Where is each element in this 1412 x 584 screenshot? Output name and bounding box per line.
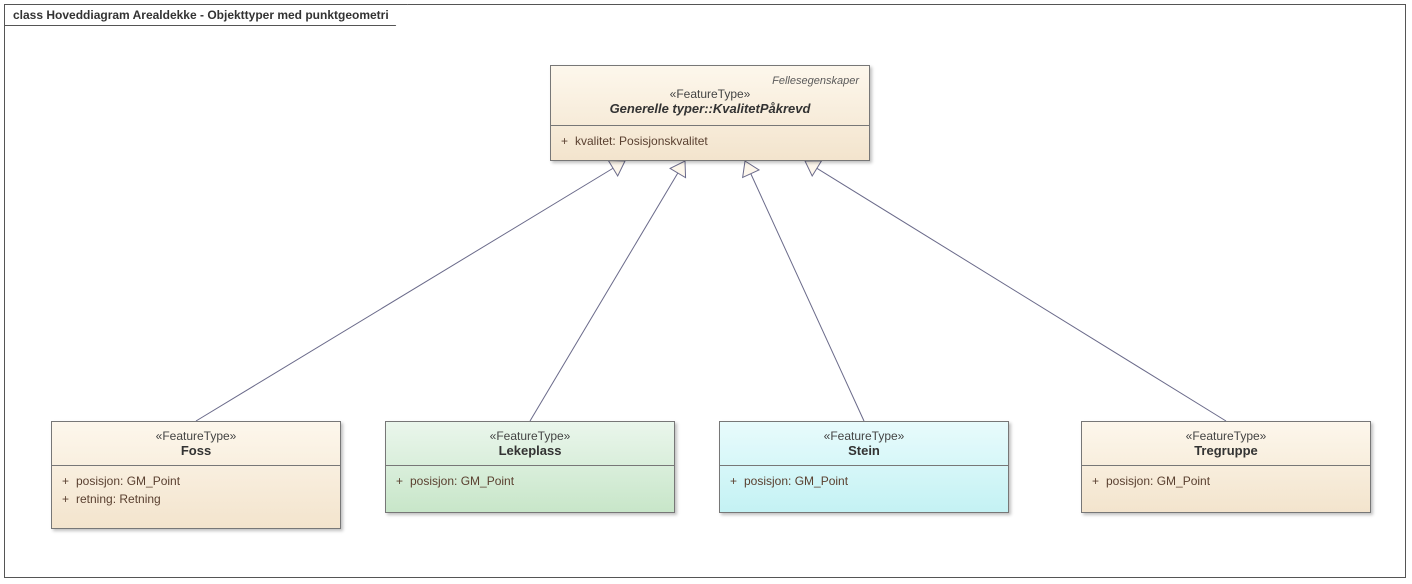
diagram-title: class Hoveddiagram Arealdekke - Objektty… — [13, 8, 389, 22]
attr-visibility: + — [730, 472, 744, 490]
attr-row: + posisjon: GM_Point — [730, 472, 998, 490]
class-stein: «FeatureType» Stein + posisjon: GM_Point — [719, 421, 1009, 513]
attr-text: kvalitet: Posisjonskvalitet — [575, 132, 708, 150]
diagram-title-tab: class Hoveddiagram Arealdekke - Objektty… — [4, 4, 408, 26]
diagram-frame: class Hoveddiagram Arealdekke - Objektty… — [4, 4, 1406, 578]
class-name: Foss — [58, 443, 334, 458]
attr-visibility: + — [561, 132, 575, 150]
attr-text: posisjon: GM_Point — [1106, 472, 1210, 490]
class-stereotype: «FeatureType» — [58, 429, 334, 443]
class-foss: «FeatureType» Foss + posisjon: GM_Point … — [51, 421, 341, 529]
attr-visibility: + — [62, 490, 76, 508]
class-stereotype: «FeatureType» — [392, 429, 668, 443]
class-stereotype: «FeatureType» — [557, 87, 863, 101]
class-head: «FeatureType» Lekeplass — [386, 422, 674, 466]
attr-text: posisjon: GM_Point — [744, 472, 848, 490]
class-stereotype: «FeatureType» — [726, 429, 1002, 443]
class-attrs: + posisjon: GM_Point — [720, 466, 1008, 500]
attr-row: + kvalitet: Posisjonskvalitet — [561, 132, 859, 150]
attr-text: retning: Retning — [76, 490, 161, 508]
attr-row: + posisjon: GM_Point — [1092, 472, 1360, 490]
attr-text: posisjon: GM_Point — [410, 472, 514, 490]
class-name: Generelle typer::KvalitetPåkrevd — [557, 101, 863, 116]
class-name: Tregruppe — [1088, 443, 1364, 458]
attr-visibility: + — [1092, 472, 1106, 490]
attr-row: + posisjon: GM_Point — [62, 472, 330, 490]
class-head: «FeatureType» Stein — [720, 422, 1008, 466]
class-package: Fellesegenskaper — [557, 75, 863, 87]
class-head: «FeatureType» Foss — [52, 422, 340, 466]
attr-row: + posisjon: GM_Point — [396, 472, 664, 490]
attr-visibility: + — [396, 472, 410, 490]
class-attrs: + posisjon: GM_Point — [1082, 466, 1370, 500]
class-stereotype: «FeatureType» — [1088, 429, 1364, 443]
class-kvalitetpakrevd: Fellesegenskaper «FeatureType» Generelle… — [550, 65, 870, 161]
class-attrs: + posisjon: GM_Point — [386, 466, 674, 500]
class-name: Stein — [726, 443, 1002, 458]
class-head: Fellesegenskaper «FeatureType» Generelle… — [551, 66, 869, 126]
class-tregruppe: «FeatureType» Tregruppe + posisjon: GM_P… — [1081, 421, 1371, 513]
class-lekeplass: «FeatureType» Lekeplass + posisjon: GM_P… — [385, 421, 675, 513]
attr-text: posisjon: GM_Point — [76, 472, 180, 490]
class-name: Lekeplass — [392, 443, 668, 458]
attr-row: + retning: Retning — [62, 490, 330, 508]
class-head: «FeatureType» Tregruppe — [1082, 422, 1370, 466]
attr-visibility: + — [62, 472, 76, 490]
class-attrs: + posisjon: GM_Point + retning: Retning — [52, 466, 340, 518]
class-attrs: + kvalitet: Posisjonskvalitet — [551, 126, 869, 160]
